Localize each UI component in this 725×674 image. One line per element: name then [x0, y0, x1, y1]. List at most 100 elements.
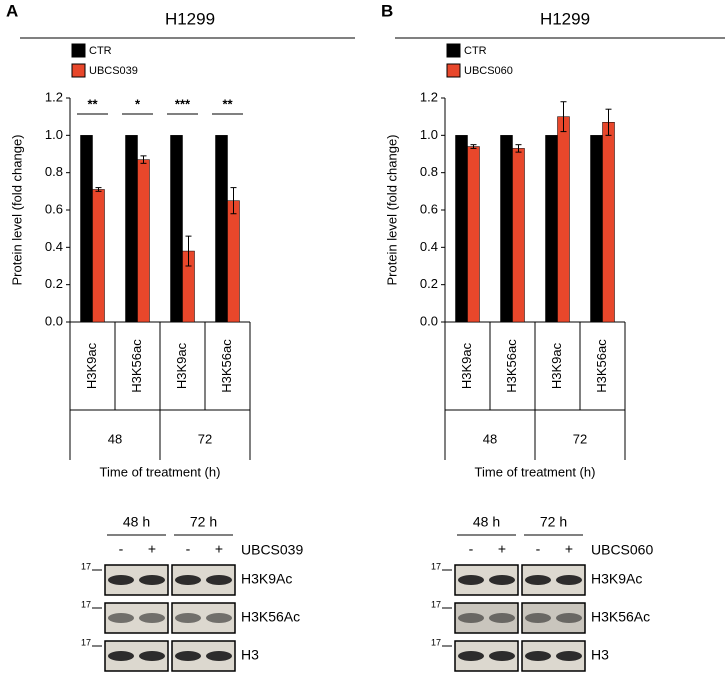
- lane-label: -: [119, 541, 124, 557]
- bar: [80, 135, 93, 323]
- error-bar: [95, 187, 102, 192]
- blot-marker: 17: [81, 599, 91, 609]
- y-tick-label: 0.6: [420, 201, 438, 216]
- blot-band: [139, 575, 165, 585]
- y-tick-label: 0.6: [45, 201, 63, 216]
- blot-row-label: H3: [241, 647, 259, 663]
- blot-row-label: H3K56Ac: [591, 609, 650, 625]
- y-tick-label: 0.8: [45, 164, 63, 179]
- legend-swatch: [71, 43, 86, 58]
- blot-marker: 17: [81, 561, 91, 571]
- group-label: 72: [573, 431, 587, 446]
- group-label: 48: [108, 431, 122, 446]
- panel-label: A: [6, 1, 18, 20]
- blot-band: [489, 651, 515, 661]
- category-label: H3K9ac: [459, 342, 474, 389]
- blot-band: [175, 575, 201, 585]
- y-tick-label: 0.0: [45, 313, 63, 328]
- bar: [455, 135, 468, 323]
- blot-group-label: 72 h: [190, 514, 217, 530]
- panel-header: H1299: [165, 9, 215, 28]
- y-tick-label: 0.0: [420, 313, 438, 328]
- blot-band: [525, 651, 551, 661]
- bar: [92, 189, 105, 323]
- x-axis-label: Time of treatment (h): [100, 464, 221, 479]
- y-tick-label: 1.0: [420, 127, 438, 142]
- blot-band: [206, 651, 232, 661]
- bar: [467, 146, 480, 323]
- error-bar: [560, 101, 567, 133]
- blot-band: [458, 575, 484, 585]
- blot-band: [206, 575, 232, 585]
- category-label: H3K56ac: [594, 339, 609, 393]
- y-axis-label: Protein level (fold change): [384, 134, 399, 285]
- blot-band: [108, 613, 134, 623]
- y-tick-label: 0.2: [45, 276, 63, 291]
- panel-header: H1299: [540, 9, 590, 28]
- legend-swatch: [446, 63, 461, 78]
- y-tick-label: 1.0: [45, 127, 63, 142]
- blot-band: [175, 613, 201, 623]
- lane-label: +: [215, 541, 223, 557]
- y-tick-label: 0.4: [45, 239, 63, 254]
- x-axis-label: Time of treatment (h): [475, 464, 596, 479]
- lane-label: -: [536, 541, 541, 557]
- blot-band: [108, 651, 134, 661]
- bar: [227, 200, 240, 323]
- treatment-label: UBCS060: [591, 542, 653, 558]
- error-bar: [185, 235, 192, 267]
- blot-band: [175, 651, 201, 661]
- legend-swatch: [71, 63, 86, 78]
- bar: [170, 135, 183, 323]
- significance-label: **: [222, 96, 233, 111]
- blot-group-label: 48 h: [473, 514, 500, 530]
- legend-swatch: [446, 43, 461, 58]
- blot-group-label: 72 h: [540, 514, 567, 530]
- y-tick-label: 1.2: [45, 89, 63, 104]
- legend-label: CTR: [464, 45, 487, 57]
- blot-marker: 17: [431, 637, 441, 647]
- blot-row-label: H3K56Ac: [241, 609, 300, 625]
- blot-band: [206, 613, 232, 623]
- blot-band: [108, 575, 134, 585]
- category-label: H3K56ac: [219, 339, 234, 393]
- blot-band: [556, 575, 582, 585]
- bar: [500, 135, 513, 323]
- lane-label: -: [469, 541, 474, 557]
- blot-band: [139, 613, 165, 623]
- blot-band: [525, 613, 551, 623]
- y-tick-label: 0.4: [420, 239, 438, 254]
- category-label: H3K9ac: [549, 342, 564, 389]
- category-label: H3K56ac: [129, 339, 144, 393]
- blot-band: [489, 575, 515, 585]
- bar: [125, 135, 138, 323]
- error-bar: [140, 155, 147, 164]
- bar: [215, 135, 228, 323]
- blot-band: [489, 613, 515, 623]
- error-bar: [605, 108, 612, 136]
- blot-marker: 17: [431, 561, 441, 571]
- panel-label: B: [381, 1, 393, 20]
- legend-label: UBCS060: [464, 65, 513, 77]
- significance-label: **: [87, 96, 98, 111]
- bar: [512, 148, 525, 323]
- blot-band: [458, 613, 484, 623]
- blot-marker: 17: [431, 599, 441, 609]
- lane-label: -: [186, 541, 191, 557]
- category-label: H3K9ac: [84, 342, 99, 389]
- group-label: 48: [483, 431, 497, 446]
- blot-row-label: H3K9Ac: [591, 571, 642, 587]
- error-bar: [230, 187, 237, 215]
- lane-label: +: [148, 541, 156, 557]
- blot-group-label: 48 h: [123, 514, 150, 530]
- bar: [545, 135, 558, 323]
- group-label: 72: [198, 431, 212, 446]
- legend-label: UBCS039: [89, 65, 138, 77]
- bar: [557, 116, 570, 323]
- blot-band: [525, 575, 551, 585]
- blot-band: [458, 651, 484, 661]
- bar: [137, 159, 150, 323]
- treatment-label: UBCS039: [241, 542, 303, 558]
- blot-band: [139, 651, 165, 661]
